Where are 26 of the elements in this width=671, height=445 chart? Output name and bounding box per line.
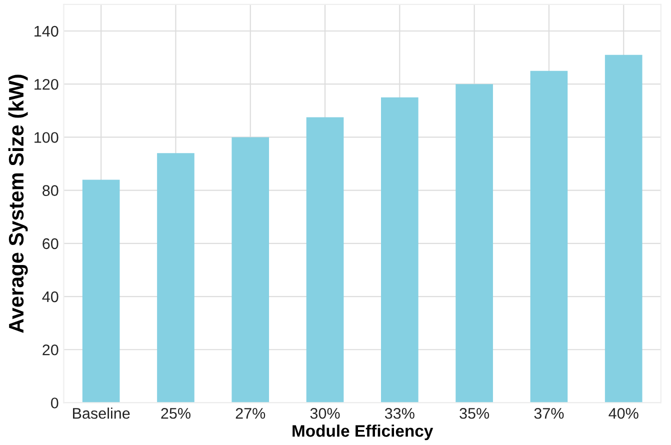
y-tick-label: 0 <box>50 398 58 408</box>
y-axis-title: Average System Size (kW) <box>8 74 28 333</box>
y-tick-label: 40 <box>42 291 58 302</box>
bar <box>82 180 120 403</box>
y-tick-label: 80 <box>42 185 58 196</box>
bar <box>456 84 493 403</box>
x-axis-title: Module Efficiency <box>292 424 434 440</box>
bar <box>157 153 194 403</box>
bar <box>530 70 568 403</box>
y-tick-label: 60 <box>42 238 58 250</box>
x-tick-label: Baseline <box>73 408 130 419</box>
y-tick-label: 100 <box>34 132 58 143</box>
y-tick-label: 20 <box>42 344 58 356</box>
x-tick-label: 30% <box>310 408 340 419</box>
bar <box>604 54 642 403</box>
x-tick-label: 33% <box>384 408 414 419</box>
x-tick-label: 37% <box>534 408 564 419</box>
x-tick-label: 35% <box>460 408 490 419</box>
y-tick-label: 120 <box>34 78 58 90</box>
x-tick-label: 40% <box>608 408 638 419</box>
bar <box>232 137 270 403</box>
x-tick-label: 27% <box>236 408 266 419</box>
y-tick-label: 140 <box>34 26 58 37</box>
x-tick-label: 25% <box>161 408 190 419</box>
bar <box>381 97 418 403</box>
bar <box>306 117 344 403</box>
